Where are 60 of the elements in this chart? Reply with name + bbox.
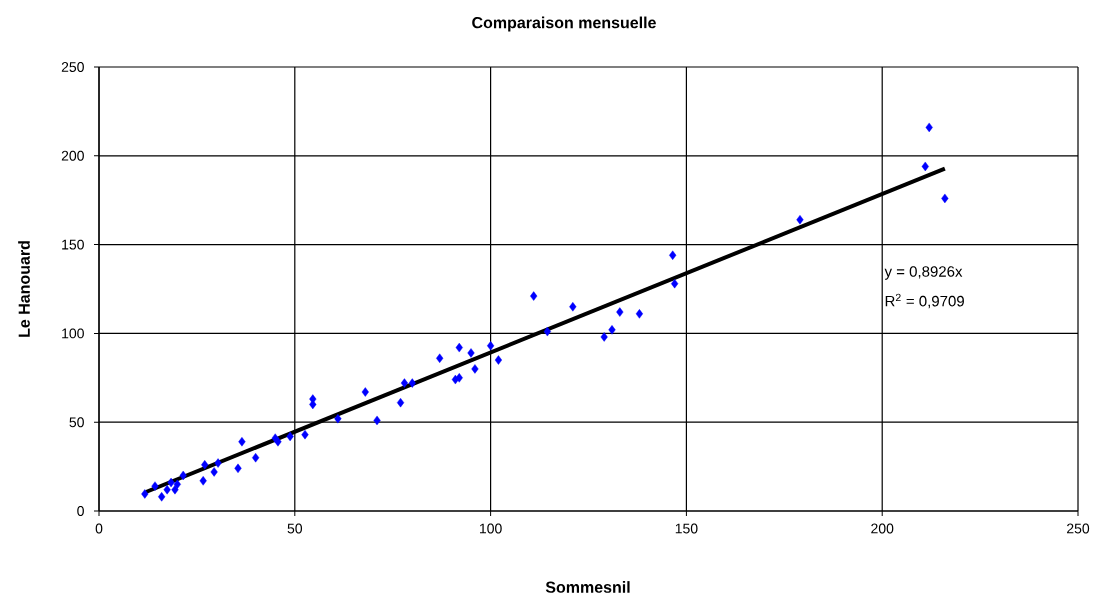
x-axis-title: Sommesnil <box>545 581 630 593</box>
point <box>334 413 342 424</box>
y-axis-title: Le Hanouard <box>18 241 30 337</box>
point <box>494 355 503 365</box>
point <box>600 332 608 342</box>
x-tick-label: 100 <box>479 523 502 534</box>
point <box>530 291 538 301</box>
x-tick-label: 200 <box>871 523 894 534</box>
point <box>141 489 149 499</box>
point <box>179 470 187 481</box>
point <box>199 476 207 486</box>
point <box>167 477 175 488</box>
point <box>173 479 181 489</box>
point <box>301 429 309 440</box>
point <box>210 467 218 477</box>
point <box>487 341 495 351</box>
point <box>467 348 475 358</box>
point <box>201 460 209 470</box>
point <box>151 481 159 491</box>
point <box>408 378 416 388</box>
point <box>941 193 949 204</box>
x-tick-label: 250 <box>1067 523 1090 534</box>
point <box>361 387 369 397</box>
x-tick-label: 150 <box>675 523 698 534</box>
point <box>274 436 282 447</box>
point <box>921 161 929 172</box>
chart-title: Comparaison mensuelle <box>472 16 656 32</box>
point <box>436 353 444 363</box>
point <box>396 397 405 408</box>
point <box>252 452 260 463</box>
point <box>455 373 463 383</box>
y-tick-label: 200 <box>61 150 84 161</box>
point <box>286 431 294 442</box>
point <box>543 326 551 337</box>
x-tick-label: 0 <box>95 523 103 534</box>
point <box>671 278 679 289</box>
point <box>373 415 381 426</box>
annotation: R$^{2}$ = 0,9709 <box>885 293 964 309</box>
point <box>616 307 624 317</box>
y-tick-label: 100 <box>62 328 84 339</box>
point <box>234 463 242 473</box>
point <box>669 250 677 260</box>
point <box>608 325 616 335</box>
point <box>635 309 643 319</box>
point <box>400 378 409 388</box>
point <box>569 301 577 312</box>
annotation: y = 0,8926x <box>884 266 963 280</box>
point <box>238 436 246 447</box>
y-tick-label: 0 <box>77 505 84 516</box>
point <box>471 364 479 374</box>
point <box>214 458 222 468</box>
point <box>455 342 463 353</box>
point <box>925 122 933 132</box>
point <box>163 484 171 495</box>
point <box>796 214 804 225</box>
x-tick-label: 50 <box>287 523 303 534</box>
y-tick-label: 150 <box>62 239 84 250</box>
y-tick-label: 250 <box>61 61 84 72</box>
y-tick-label: 50 <box>69 417 84 428</box>
point <box>158 491 166 502</box>
